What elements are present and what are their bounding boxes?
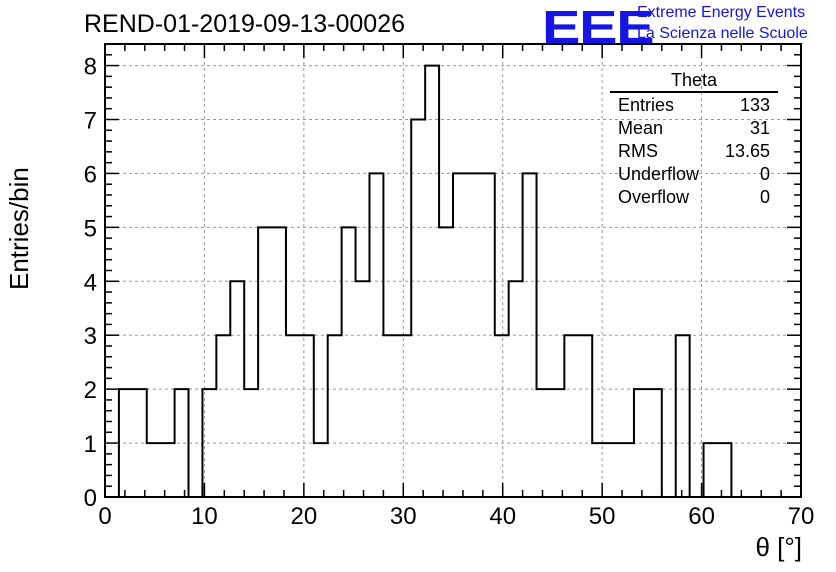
- x-tick-label: 40: [489, 503, 516, 530]
- stat-value: 31: [749, 118, 770, 138]
- histogram-bin: [467, 173, 481, 497]
- histogram-bin: [620, 443, 634, 497]
- histogram-bin: [286, 335, 300, 497]
- logo-line-1: Extreme Energy Events: [637, 4, 806, 21]
- histogram-bin: [216, 335, 230, 497]
- histogram-bin: [717, 443, 731, 497]
- histogram-bin: [230, 281, 244, 497]
- histogram-bin: [704, 443, 718, 497]
- x-tick-label: 10: [191, 503, 218, 530]
- logo-line-2: La Scienza nelle Scuole: [637, 25, 808, 42]
- histogram-bin: [314, 443, 328, 497]
- histogram-bin: [300, 335, 314, 497]
- histogram-bin: [411, 120, 425, 498]
- x-tick-label: 20: [291, 503, 318, 530]
- histogram-bin: [383, 335, 397, 497]
- stat-label: Mean: [618, 118, 664, 138]
- stat-row-underflow: Underflow 0: [610, 163, 778, 186]
- histogram-bin: [578, 335, 592, 497]
- y-tick-label: 7: [84, 108, 97, 135]
- stat-label: RMS: [618, 141, 658, 161]
- histogram-bin: [481, 173, 495, 497]
- histogram-bin: [495, 335, 509, 497]
- histogram-bin: [453, 173, 467, 497]
- y-tick-label: 2: [84, 377, 97, 404]
- histogram-bin: [258, 227, 272, 497]
- histogram-bin: [133, 389, 147, 497]
- histogram-bin: [328, 335, 342, 497]
- stats-box: Theta Entries 133 Mean 31 RMS 13.65 Unde…: [610, 70, 778, 209]
- histogram-bin: [523, 173, 537, 497]
- stat-row-entries: Entries 133: [610, 94, 778, 117]
- x-tick-label: 30: [390, 503, 417, 530]
- x-tick-label: 70: [788, 503, 815, 530]
- stat-value: 0: [759, 164, 770, 184]
- y-tick-label: 5: [84, 215, 97, 242]
- histogram-bin: [272, 227, 286, 497]
- stat-value: 0: [759, 187, 770, 207]
- stat-value: 13.65: [724, 141, 770, 161]
- stat-label: Entries: [618, 95, 675, 115]
- histogram-bin: [425, 66, 439, 497]
- histogram-bin: [592, 443, 606, 497]
- y-tick-label: 3: [84, 323, 97, 350]
- histogram-bin: [244, 389, 258, 497]
- stat-label: Overflow: [618, 187, 690, 207]
- histogram-bin: [147, 443, 161, 497]
- y-tick-label: 0: [84, 485, 97, 512]
- histogram-bin: [606, 443, 620, 497]
- x-axis-label: θ [°]: [755, 532, 802, 562]
- x-tick-label: 60: [688, 503, 715, 530]
- histogram-bin: [537, 389, 551, 497]
- y-tick-label: 4: [84, 269, 97, 296]
- histogram-bin: [161, 443, 175, 497]
- eee-logo: EEE: [542, 1, 655, 53]
- x-tick-label: 50: [589, 503, 616, 530]
- stat-row-overflow: Overflow 0: [610, 186, 778, 209]
- histogram-bin: [439, 227, 453, 497]
- x-tick-label: 0: [98, 503, 111, 530]
- histogram-bin: [202, 389, 216, 497]
- y-tick-label: 8: [84, 54, 97, 81]
- stat-label: Underflow: [618, 164, 700, 184]
- stat-row-mean: Mean 31: [610, 117, 778, 140]
- stat-row-rms: RMS 13.65: [610, 140, 778, 163]
- y-axis-label: Entries/bin: [4, 167, 34, 290]
- histogram-bin: [119, 389, 133, 497]
- histogram-bin: [356, 281, 370, 497]
- histogram-bin: [564, 335, 578, 497]
- histogram-bin: [634, 389, 648, 497]
- stats-title: Theta: [610, 70, 778, 93]
- histogram-bin: [676, 335, 690, 497]
- stat-value: 133: [739, 95, 770, 115]
- histogram-outline: [117, 64, 733, 498]
- histogram-bin: [369, 173, 383, 497]
- y-tick-label: 1: [84, 431, 97, 458]
- histogram-bin: [648, 389, 662, 497]
- histogram-bin: [550, 389, 564, 497]
- histogram-bin: [342, 227, 356, 497]
- y-tick-label: 6: [84, 161, 97, 188]
- chart-title: REND-01-2019-09-13-00026: [84, 10, 406, 38]
- histogram-bin: [175, 389, 189, 497]
- histogram-bin: [509, 281, 523, 497]
- histogram-bin: [397, 335, 411, 497]
